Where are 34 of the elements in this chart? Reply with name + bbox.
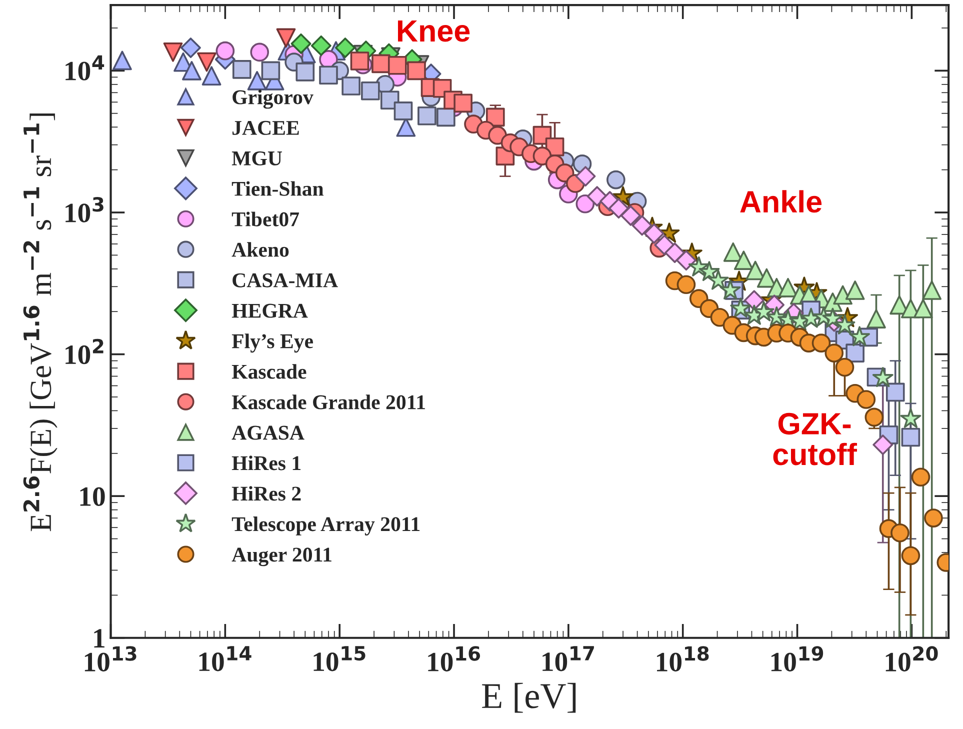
legend-label: Fly’s Eye (232, 334, 313, 353)
x-tick-label: 10$^{16}$ (428, 646, 480, 672)
legend-label: HiRes 1 (232, 456, 301, 470)
legend-label: Tien-Shan (232, 181, 324, 196)
annotation: GZK- cutoff (773, 412, 857, 466)
legend-label: Auger 2011 (232, 548, 332, 566)
legend-label: MGU (232, 151, 282, 166)
y-tick-label: 10$^{3}$ (66, 197, 104, 222)
x-tick-label: 10$^{13}$ (84, 646, 136, 672)
x-tick-label: 10$^{18}$ (657, 646, 709, 672)
legend-label: Kascade (232, 364, 306, 379)
legend-label: Telescope Array 2011 (232, 516, 420, 536)
legend-label: Tibet07 (232, 212, 299, 226)
legend-label: HEGRA (232, 304, 308, 318)
text: E$^{2.6}$F(E) [GeV$^{1.6}$ m$^{−2}$ s$^{−1}$ sr$^{−1}$] (23, 113, 58, 532)
annotation: Ankle (740, 190, 822, 213)
legend-label: CASA-MIA (232, 273, 338, 288)
x-tick-label: 10$^{19}$ (771, 646, 824, 672)
legend-label: JACEE (232, 120, 299, 135)
legend-label: Akeno (232, 242, 289, 257)
legend-label: AGASA (232, 426, 304, 440)
legend-label: Kascade Grande 2011 (232, 394, 425, 410)
y-tick-label: 10$^{2}$ (66, 338, 104, 364)
x-axis-title: E [eV] (482, 682, 576, 713)
legend-label: Grigorov (232, 90, 314, 109)
x-tick-label: 10$^{20}$ (886, 646, 938, 672)
y-tick-label: 10 (80, 487, 105, 506)
y-tick-label: 10$^{4}$ (66, 55, 104, 80)
legend-label: HiRes 2 (232, 486, 301, 501)
annotation: Knee (398, 20, 470, 42)
x-tick-label: 10$^{14}$ (199, 646, 252, 672)
y-tick-label: 1 (94, 629, 104, 648)
x-tick-label: 10$^{15}$ (314, 646, 366, 672)
x-tick-label: 10$^{17}$ (542, 646, 594, 672)
